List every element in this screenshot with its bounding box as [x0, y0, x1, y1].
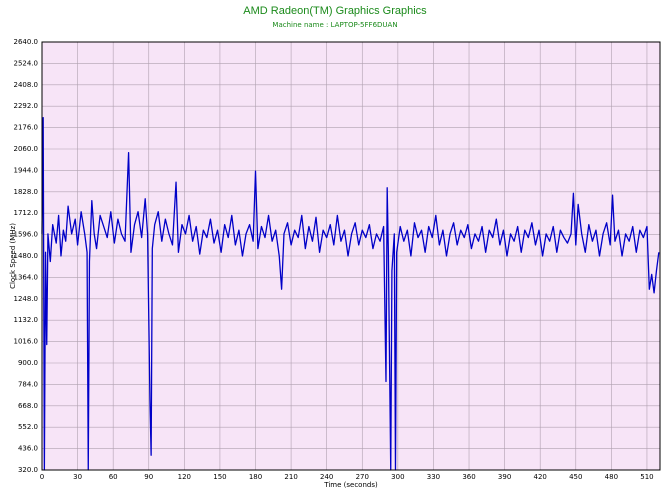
x-tick-label: 210 — [284, 473, 297, 481]
x-axis-label: Time (seconds) — [323, 481, 378, 489]
y-axis-label: Clock Speed (MHz) — [9, 223, 17, 289]
y-tick-label: 1364.0 — [14, 273, 39, 281]
x-tick-label: 0 — [40, 473, 44, 481]
y-tick-label: 2640.0 — [14, 38, 39, 46]
y-tick-label: 552.0 — [18, 423, 38, 431]
y-tick-label: 320.0 — [18, 466, 38, 474]
x-tick-label: 180 — [249, 473, 262, 481]
y-tick-label: 2408.0 — [14, 81, 39, 89]
x-tick-label: 240 — [320, 473, 333, 481]
x-tick-label: 330 — [427, 473, 440, 481]
x-tick-label: 390 — [498, 473, 511, 481]
y-tick-label: 1132.0 — [14, 316, 39, 324]
y-tick-label: 1016.0 — [14, 338, 39, 346]
y-tick-label: 2292.0 — [14, 102, 39, 110]
y-tick-label: 2060.0 — [14, 145, 39, 153]
x-tick-label: 480 — [605, 473, 618, 481]
x-tick-label: 60 — [109, 473, 118, 481]
y-tick-label: 1828.0 — [14, 188, 39, 196]
chart-title: AMD Radeon(TM) Graphics Graphics — [243, 5, 427, 17]
x-tick-label: 510 — [640, 473, 653, 481]
x-tick-label: 420 — [534, 473, 547, 481]
chart-subtitle: Machine name : LAPTOP-5FF6DUAN — [272, 21, 397, 29]
y-tick-label: 668.0 — [18, 402, 38, 410]
y-tick-label: 784.0 — [18, 380, 38, 388]
y-tick-label: 1596.0 — [14, 231, 39, 239]
plot-border — [41, 41, 661, 471]
x-tick-label: 120 — [178, 473, 191, 481]
y-tick-label: 900.0 — [18, 359, 38, 367]
y-tick-label: 2524.0 — [14, 59, 39, 67]
y-tick-label: 1944.0 — [14, 166, 39, 174]
data-line — [41, 116, 660, 471]
x-tick-label: 300 — [391, 473, 404, 481]
y-tick-label: 1480.0 — [14, 252, 39, 260]
x-tick-label: 270 — [356, 473, 369, 481]
y-tick-label: 2176.0 — [14, 124, 39, 132]
x-tick-label: 450 — [569, 473, 582, 481]
x-tick-label: 360 — [462, 473, 475, 481]
x-tick-label: 90 — [144, 473, 153, 481]
x-tick-label: 30 — [73, 473, 82, 481]
y-tick-label: 1712.0 — [14, 209, 39, 217]
y-tick-label: 1248.0 — [14, 295, 39, 303]
y-tick-label: 436.0 — [18, 445, 38, 453]
x-tick-label: 150 — [213, 473, 226, 481]
